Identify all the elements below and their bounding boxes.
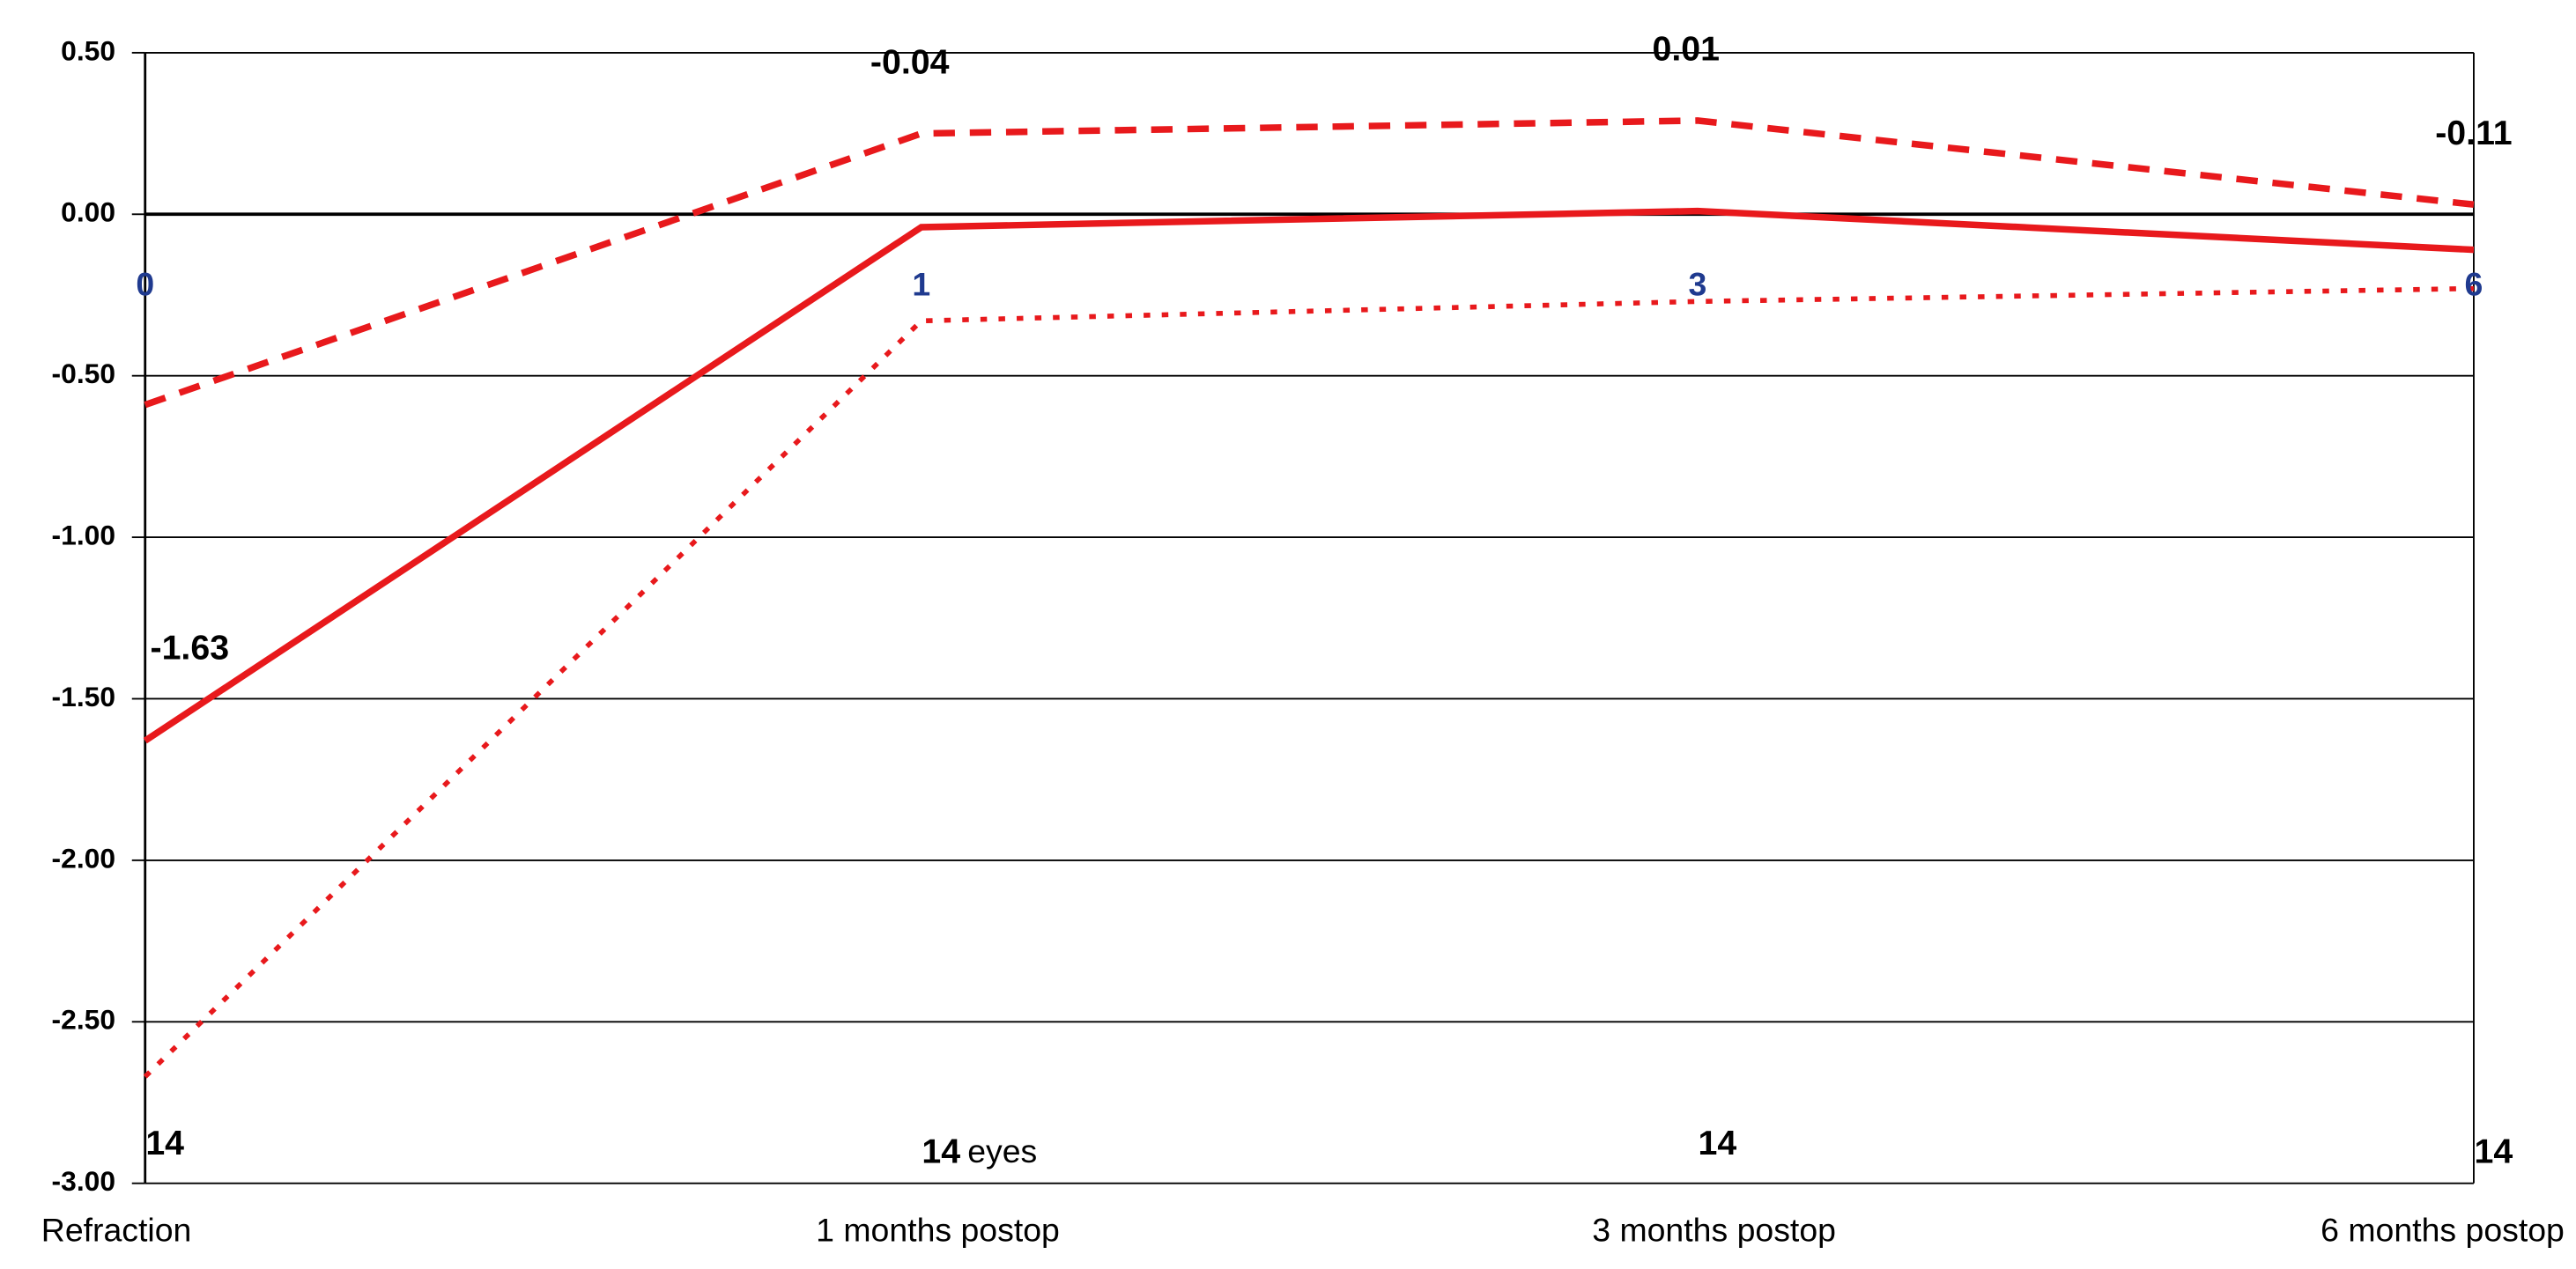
point-label: 0	[136, 266, 154, 303]
y-tick-label: -2.00	[52, 842, 115, 874]
count-label: 14	[922, 1132, 960, 1170]
x-tick-label: 3 months postop	[1592, 1212, 1836, 1249]
data-label: -0.04	[870, 42, 950, 81]
y-tick-label: -2.50	[52, 1004, 115, 1036]
count-label: 14	[145, 1124, 184, 1162]
count-label: 14	[1698, 1124, 1736, 1162]
line-dotted	[143, 285, 2474, 1079]
line-solid	[143, 207, 2475, 744]
data-label: -0.11	[2435, 114, 2512, 152]
y-tick-label: -1.50	[52, 681, 115, 712]
y-tick-label: 0.00	[61, 196, 115, 228]
count-label: 14	[2475, 1132, 2513, 1170]
count-unit: eyes	[967, 1133, 1037, 1169]
data-label: 0.01	[1653, 30, 1720, 69]
y-tick-label: -3.00	[52, 1165, 115, 1197]
line-dashed	[144, 117, 2475, 409]
point-label: 3	[1688, 266, 1706, 303]
x-tick-label: Refraction	[41, 1212, 192, 1249]
y-tick-label: 0.50	[61, 34, 115, 66]
point-label: 1	[912, 266, 930, 303]
point-label: 6	[2465, 266, 2483, 303]
data-label: -1.63	[150, 629, 229, 668]
x-tick-label: 1 months postop	[816, 1212, 1060, 1249]
x-tick-label: 6 months postop	[2321, 1212, 2565, 1249]
y-tick-label: -0.50	[52, 358, 115, 389]
y-tick-label: -1.00	[52, 519, 115, 550]
